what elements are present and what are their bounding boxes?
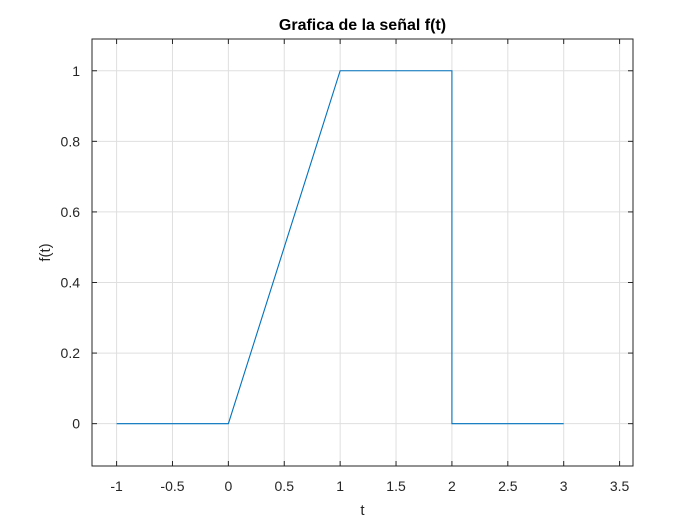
x-tick-label: -0.5 [160,478,184,494]
y-tick-label: 0.4 [61,274,81,290]
x-tick-labels: -1 -0.5 0 0.5 1 1.5 2 2.5 3 3.5 [110,478,629,494]
chart-title: Grafica de la señal f(t) [279,17,446,34]
y-axis-label: f(t) [37,243,54,261]
plot-area-frame [91,38,634,467]
series-line [116,70,564,425]
x-tick-label: 1 [336,478,344,494]
axis-ticks [92,39,633,466]
x-axis-label: t [360,502,365,519]
series [116,70,564,425]
x-tick-label: 3.5 [610,478,630,494]
x-tick-label: 0.5 [275,478,295,494]
y-tick-label: 0 [72,416,80,432]
y-tick-label: 1 [72,63,80,79]
y-tick-label: 0.2 [61,345,81,361]
x-tick-label: 2.5 [498,478,518,494]
x-tick-label: -1 [110,478,123,494]
x-tick-label: 1.5 [386,478,406,494]
y-tick-labels: 0 0.2 0.4 0.6 0.8 1 [61,63,81,432]
x-tick-label: 2 [448,478,456,494]
y-tick-label: 0.8 [61,133,81,149]
x-tick-label: 0 [224,478,232,494]
grid [92,39,633,466]
x-tick-label: 3 [560,478,568,494]
y-tick-label: 0.6 [61,204,81,220]
